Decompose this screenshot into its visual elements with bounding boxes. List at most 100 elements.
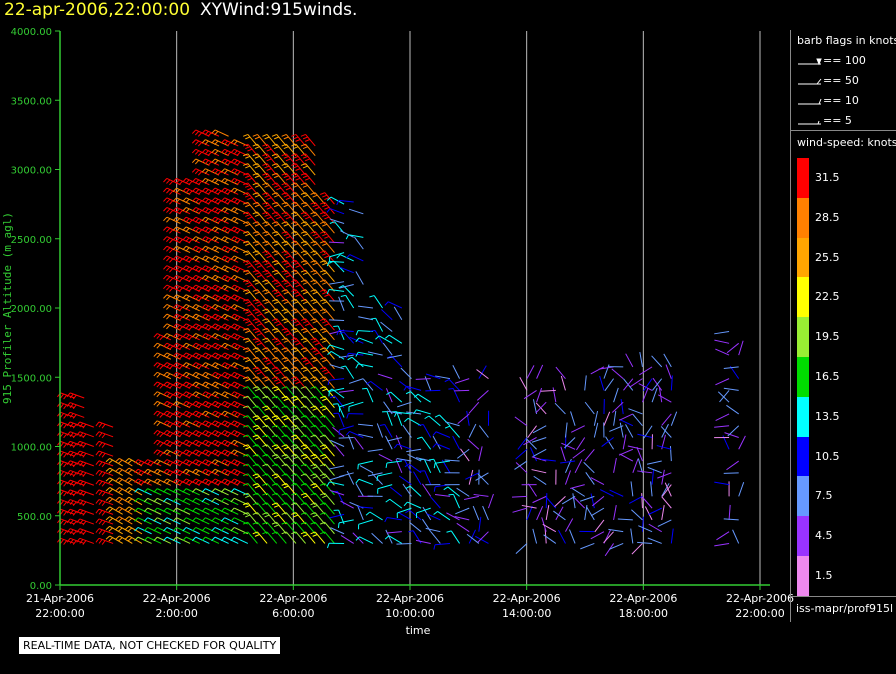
wind-barb-flag xyxy=(98,480,103,486)
wind-barb-flag xyxy=(233,140,238,146)
wind-barb xyxy=(285,463,297,476)
wind-barb-flag xyxy=(72,511,77,516)
wind-barb-flag xyxy=(211,371,216,377)
wind-barb xyxy=(468,469,474,485)
wind-barb xyxy=(723,366,739,370)
wind-barb-flag xyxy=(291,230,297,234)
wind-barb-flag xyxy=(264,320,270,324)
wind-barb xyxy=(214,129,229,137)
wind-barb-flag xyxy=(254,223,260,227)
wind-barb-flag xyxy=(264,301,270,305)
wind-barb-flag xyxy=(283,291,289,295)
wind-barb-flag xyxy=(262,172,268,176)
wind-barb-flag xyxy=(283,175,289,179)
wind-barb-flag xyxy=(226,374,231,380)
wind-barb-flag xyxy=(252,366,258,370)
wind-barb-flag xyxy=(247,313,253,317)
wind-barb xyxy=(613,387,619,403)
wind-barb xyxy=(726,404,739,415)
wind-barb-flag xyxy=(242,221,249,225)
wind-barb-flag xyxy=(310,395,316,399)
wind-barb xyxy=(276,531,287,544)
wind-barb xyxy=(428,415,441,427)
wind-barb xyxy=(396,542,412,545)
wind-barb-flag xyxy=(254,311,260,314)
wind-barb-flag xyxy=(201,449,206,454)
wind-barb xyxy=(295,279,306,292)
wind-barb-flag xyxy=(98,510,103,515)
wind-barb-flag xyxy=(300,463,306,467)
wind-barb-flag xyxy=(127,527,133,532)
wind-barb-flag xyxy=(233,431,238,436)
wind-barb-flag xyxy=(76,441,81,446)
wind-barb xyxy=(295,308,306,321)
wind-barb xyxy=(715,378,730,386)
wind-barb-flag xyxy=(166,421,171,427)
wind-barb-flag xyxy=(220,265,225,270)
wind-barb-flag xyxy=(185,179,190,184)
wind-barb-flag xyxy=(175,334,180,339)
wind-barb xyxy=(446,512,460,521)
wind-barb-flag xyxy=(115,477,120,482)
wind-barb xyxy=(609,425,624,432)
wind-barb-flag xyxy=(63,520,68,526)
wind-barb xyxy=(324,240,335,253)
wind-barb-flag xyxy=(204,383,209,388)
wind-barb xyxy=(257,405,268,418)
wind-barb-flag xyxy=(233,305,238,310)
wind-barb-flag xyxy=(254,359,260,363)
wind-barb xyxy=(584,448,595,462)
wind-barb-flag xyxy=(201,381,206,386)
wind-barb-flag xyxy=(156,441,161,446)
wind-barb xyxy=(295,357,306,370)
wind-barb xyxy=(305,134,316,147)
wind-barb-flag xyxy=(281,221,287,225)
wind-barb xyxy=(593,410,599,426)
wind-barb-flag xyxy=(178,413,183,418)
wind-barb-flag xyxy=(273,340,280,343)
wind-barb-flag xyxy=(66,460,71,466)
x-tick-label-time: 2:00:00 xyxy=(155,607,197,620)
wind-barb-flag xyxy=(172,497,177,503)
wind-barb xyxy=(305,260,316,273)
wind-barb-flag xyxy=(197,151,203,157)
wind-barb xyxy=(331,350,345,360)
wind-barb-flag xyxy=(182,420,187,425)
wind-barb xyxy=(628,408,643,415)
wind-barb-flag xyxy=(172,197,177,202)
wind-barb xyxy=(651,469,655,485)
wind-barb-flag xyxy=(101,520,106,526)
wind-barb-flag xyxy=(319,492,326,496)
wind-barb xyxy=(285,376,297,389)
wind-barb-flag xyxy=(223,150,228,155)
wind-barb-flag xyxy=(264,291,270,295)
wind-barb-flag xyxy=(185,295,190,301)
wind-barb xyxy=(119,487,133,496)
wind-barb-flag xyxy=(191,139,197,144)
wind-barb-flag xyxy=(207,287,212,292)
wind-barb-flag xyxy=(233,470,238,475)
wind-barb-flag xyxy=(291,434,297,438)
wind-barb-flag xyxy=(291,240,297,244)
wind-barb-flag xyxy=(226,306,231,312)
wind-barb-flag xyxy=(340,294,346,298)
wind-barb-flag xyxy=(207,190,212,195)
wind-barb-flag xyxy=(252,250,258,254)
wind-barb-flag xyxy=(312,456,318,460)
wind-barb-flag xyxy=(281,192,287,195)
wind-barb-flag xyxy=(175,431,180,436)
wind-barb-flag xyxy=(143,459,148,464)
wind-barb-flag xyxy=(79,432,84,438)
wind-barb xyxy=(314,298,326,312)
wind-barb-flag xyxy=(223,208,228,213)
wind-barb xyxy=(314,211,326,224)
wind-barb xyxy=(532,495,547,504)
wind-barb-flag xyxy=(214,363,219,368)
wind-barb-flag xyxy=(220,342,225,348)
wind-barb xyxy=(314,357,326,370)
wind-barb-flag xyxy=(312,272,318,276)
wind-barb-flag xyxy=(319,201,326,205)
wind-barb xyxy=(409,485,422,497)
wind-barb-flag xyxy=(405,391,411,395)
wind-barb-flag xyxy=(194,208,200,213)
